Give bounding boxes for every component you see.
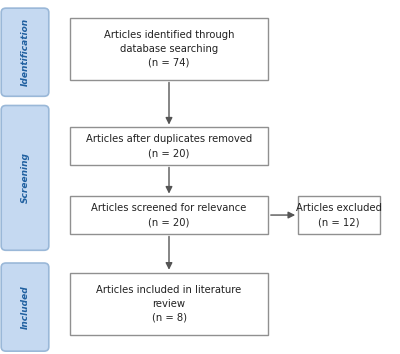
Text: Articles excluded
(n = 12): Articles excluded (n = 12) [296, 203, 382, 227]
FancyBboxPatch shape [70, 18, 268, 80]
FancyBboxPatch shape [70, 127, 268, 165]
Text: Articles after duplicates removed
(n = 20): Articles after duplicates removed (n = 2… [86, 134, 252, 158]
Text: Articles screened for relevance
(n = 20): Articles screened for relevance (n = 20) [91, 203, 247, 227]
Text: Screening: Screening [20, 152, 30, 204]
FancyBboxPatch shape [298, 196, 380, 234]
FancyBboxPatch shape [1, 8, 49, 96]
Text: Included: Included [20, 285, 30, 329]
FancyBboxPatch shape [1, 105, 49, 250]
FancyBboxPatch shape [1, 263, 49, 351]
Text: Articles included in literature
review
(n = 8): Articles included in literature review (… [96, 285, 242, 322]
Text: Articles identified through
database searching
(n = 74): Articles identified through database sea… [104, 30, 234, 68]
FancyBboxPatch shape [70, 196, 268, 234]
Text: Identification: Identification [20, 18, 30, 86]
FancyBboxPatch shape [70, 273, 268, 335]
